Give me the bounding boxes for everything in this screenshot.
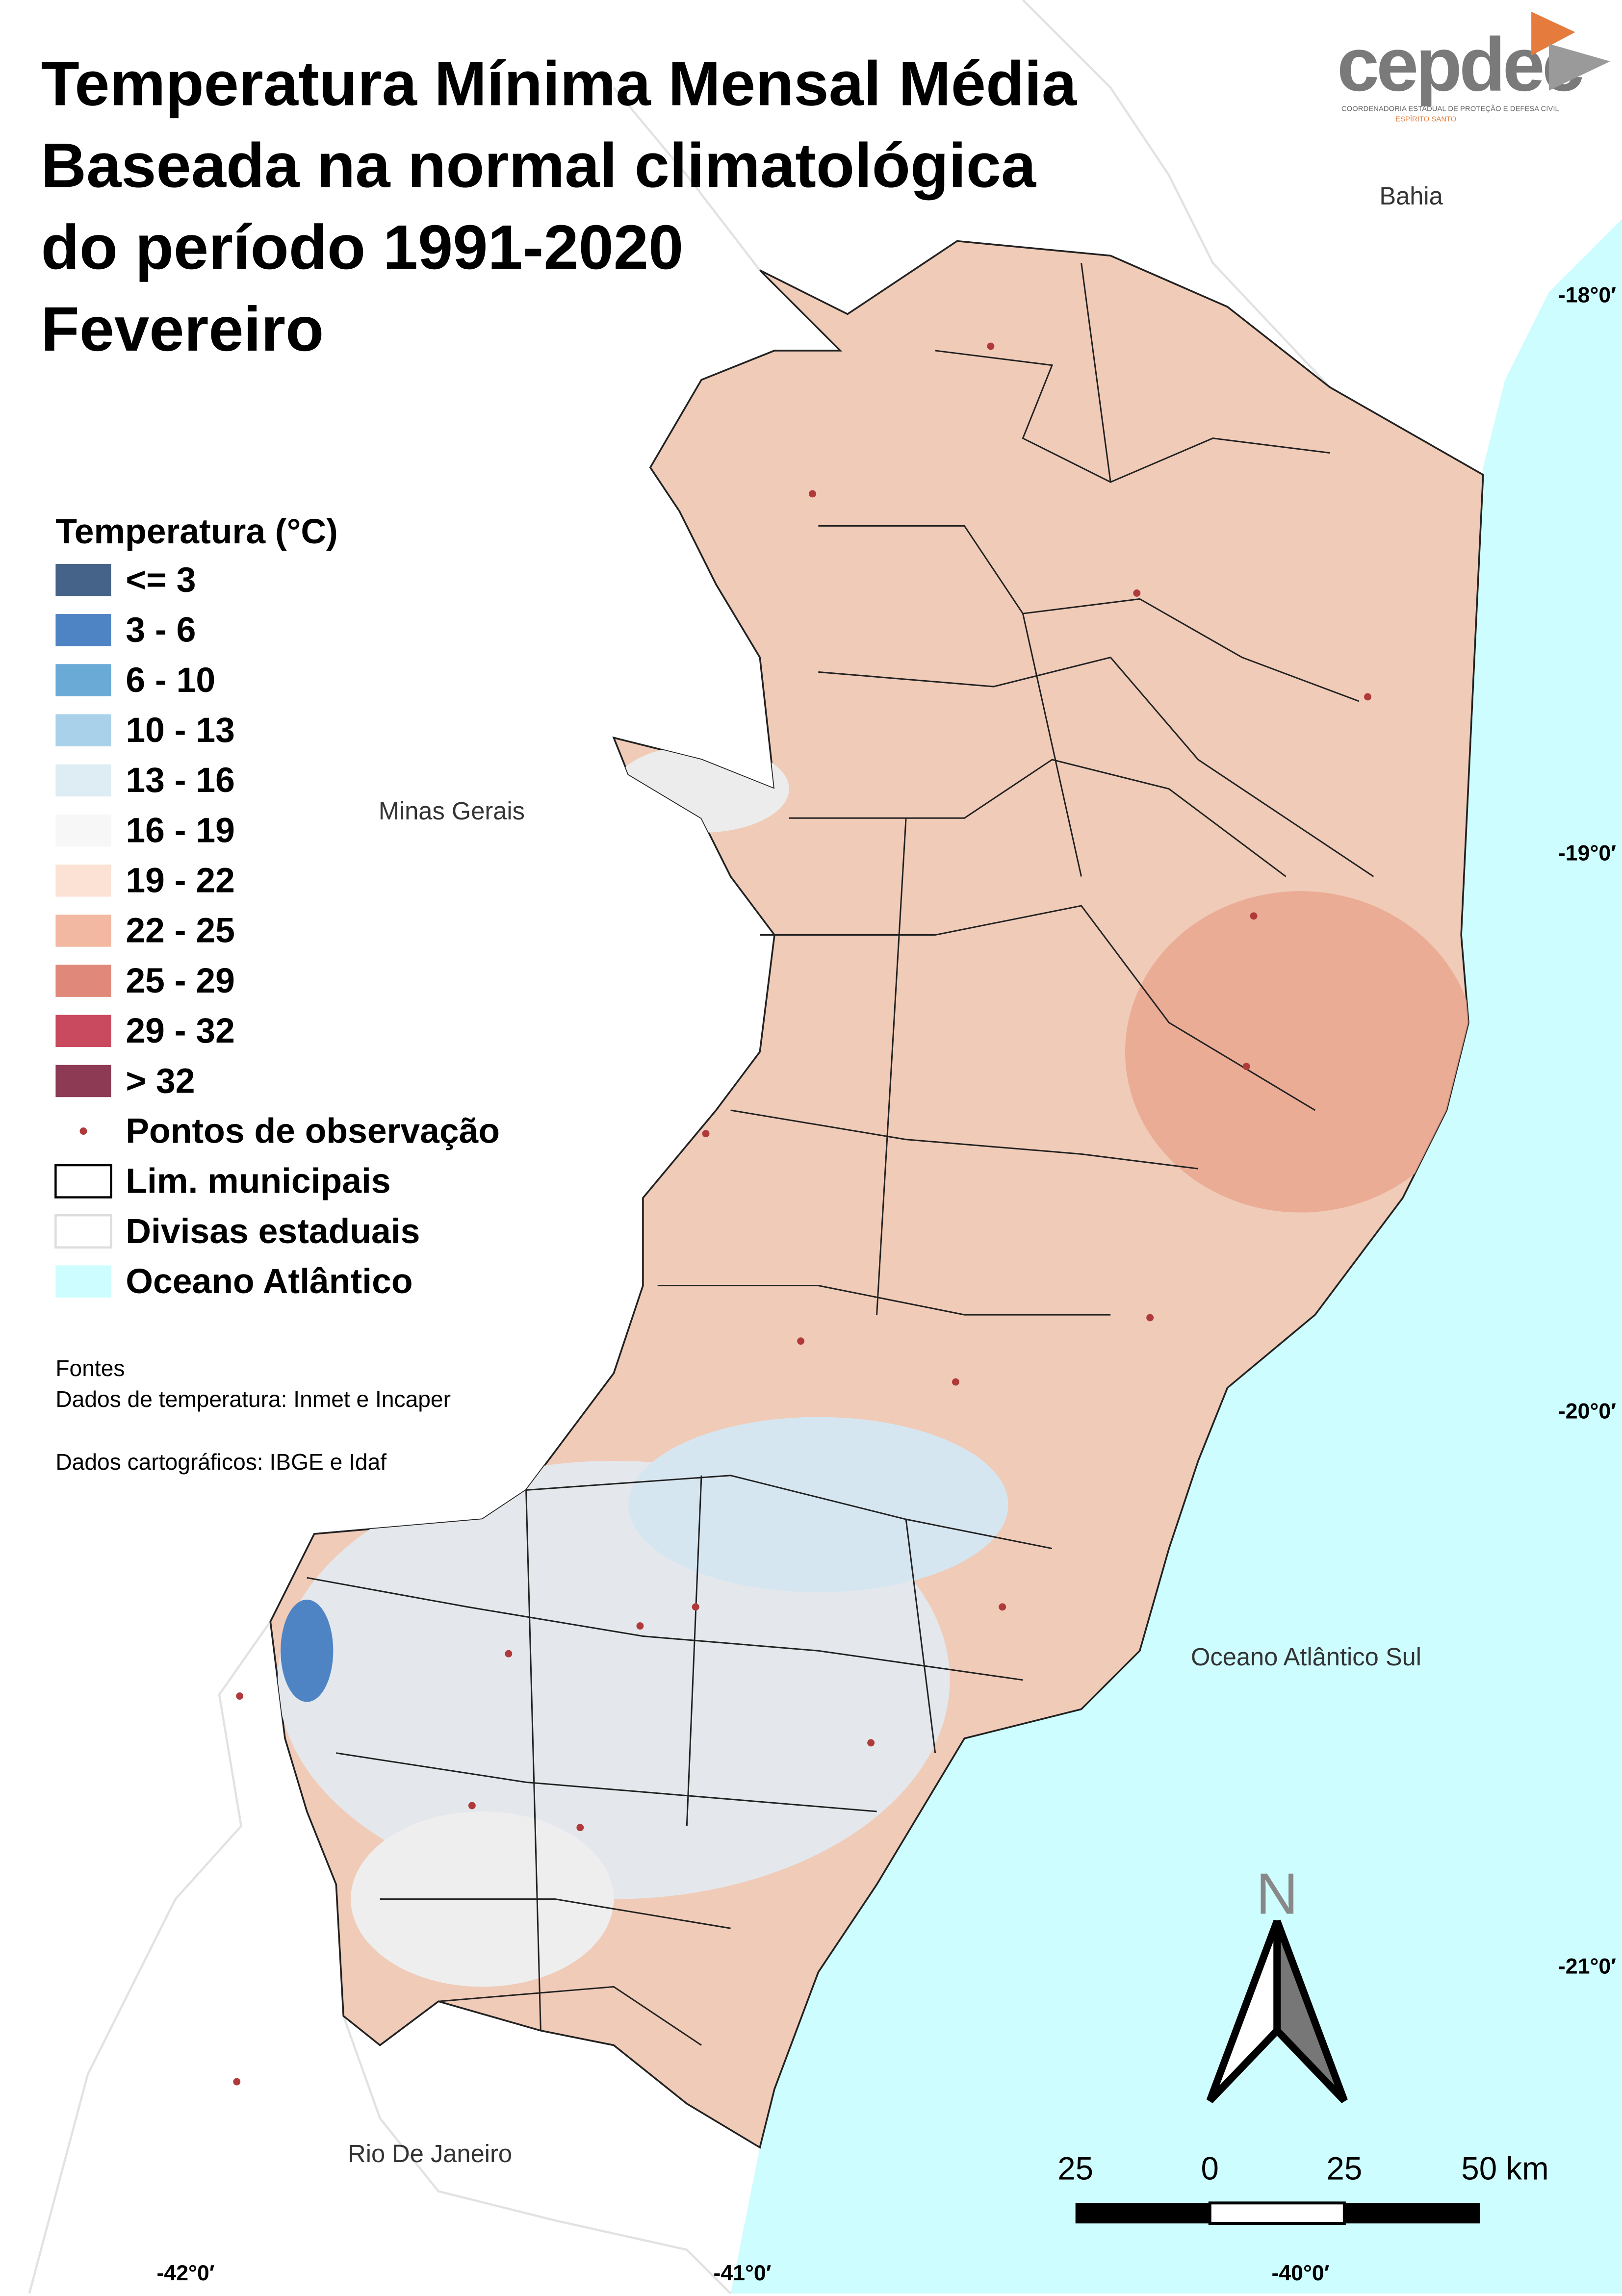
north-label: N bbox=[1256, 1861, 1298, 1926]
legend-label: 10 - 13 bbox=[126, 711, 235, 750]
logo-subtitle: COORDENADORIA ESTADUAL DE PROTEÇÃO E DEF… bbox=[1341, 104, 1559, 113]
observation-points bbox=[233, 342, 1371, 2086]
municipal-limits bbox=[307, 263, 1374, 2046]
title-line: do período 1991-2020 bbox=[41, 212, 684, 282]
legend-swatch bbox=[55, 915, 111, 947]
legend-label: 29 - 32 bbox=[126, 1011, 235, 1050]
sources-line: Fontes bbox=[55, 1355, 125, 1381]
longitude-label: -40°0′ bbox=[1271, 2261, 1329, 2285]
title-line: Fevereiro bbox=[41, 294, 324, 364]
legend-label: Oceano Atlântico bbox=[126, 1262, 412, 1301]
legend-swatch bbox=[55, 1265, 111, 1298]
ocean bbox=[730, 219, 1622, 2294]
legend-label: > 32 bbox=[126, 1061, 195, 1100]
legend-swatch bbox=[55, 1015, 111, 1047]
legend-label: Pontos de observação bbox=[126, 1111, 500, 1150]
latitude-label: -20°0′ bbox=[1558, 1400, 1616, 1424]
legend-swatch bbox=[55, 714, 111, 746]
scale-label: 0 bbox=[1201, 2151, 1219, 2187]
logo: cepdec COORDENADORIA ESTADUAL DE PROTEÇÃ… bbox=[1337, 11, 1611, 123]
legend-swatch bbox=[55, 614, 111, 646]
logo-state: ESPÍRITO SANTO bbox=[1395, 115, 1456, 123]
legend-swatch bbox=[55, 864, 111, 897]
legend-swatch bbox=[79, 1127, 87, 1135]
latitude-labels: -18°0′ -19°0′ -20°0′ -21°0′ bbox=[1558, 283, 1616, 1979]
sources-line: Dados de temperatura: Inmet e Incaper bbox=[55, 1386, 451, 1412]
latitude-label: -18°0′ bbox=[1558, 283, 1616, 307]
longitude-label: -42°0′ bbox=[157, 2261, 215, 2285]
legend-label: 16 - 19 bbox=[126, 811, 235, 850]
latitude-label: -19°0′ bbox=[1558, 842, 1616, 866]
scale-label: 25 bbox=[1326, 2151, 1362, 2187]
title-line: Baseada na normal climatológica bbox=[41, 130, 1037, 201]
place-label: Minas Gerais bbox=[379, 797, 525, 825]
legend-label: Divisas estaduais bbox=[126, 1212, 420, 1251]
legend-swatch bbox=[55, 664, 111, 696]
place-label: Oceano Atlântico Sul bbox=[1191, 1643, 1421, 1671]
legend-swatch bbox=[55, 563, 111, 596]
temperature-shading bbox=[278, 745, 1476, 1987]
scale-label: 50 km bbox=[1461, 2151, 1548, 2187]
latitude-label: -21°0′ bbox=[1558, 1955, 1616, 1979]
scale-bar: 25 0 25 50 km bbox=[1057, 2151, 1549, 2225]
place-label: Rio De Janeiro bbox=[348, 2140, 512, 2168]
legend-label: 25 - 29 bbox=[126, 961, 235, 1000]
scale-label: 25 bbox=[1057, 2151, 1093, 2187]
state-borders bbox=[28, 0, 1331, 2295]
longitude-labels: -42°0′ -41°0′ -40°0′ bbox=[157, 2261, 1330, 2285]
legend-label: Lim. municipais bbox=[126, 1162, 390, 1201]
legend-label: 6 - 10 bbox=[126, 661, 215, 700]
longitude-label: -41°0′ bbox=[713, 2261, 771, 2285]
legend-swatch bbox=[54, 1164, 112, 1199]
legend-swatch bbox=[55, 764, 111, 797]
place-label: Bahia bbox=[1379, 182, 1443, 210]
legend-label: 22 - 25 bbox=[126, 911, 235, 950]
legend-label: 13 - 16 bbox=[126, 761, 235, 800]
title: Temperatura Mínima Mensal Média Baseada … bbox=[41, 49, 1078, 364]
legend-label: <= 3 bbox=[126, 560, 196, 599]
legend-swatch bbox=[55, 965, 111, 997]
legend-swatch bbox=[55, 1065, 111, 1097]
legend: Temperatura (°C) <= 3 3 - 6 6 - 10 10 - 13 1… bbox=[54, 512, 500, 1301]
legend-title: Temperatura (°C) bbox=[55, 512, 337, 551]
legend-swatch bbox=[54, 1214, 112, 1249]
title-line: Temperatura Mínima Mensal Média bbox=[41, 49, 1078, 119]
legend-label: 3 - 6 bbox=[126, 611, 196, 650]
legend-swatch bbox=[55, 814, 111, 847]
legend-label: 19 - 22 bbox=[126, 861, 235, 900]
north-arrow: N bbox=[1206, 1861, 1348, 2103]
sources-line: Dados cartográficos: IBGE e Idaf bbox=[55, 1449, 386, 1475]
sources: Fontes Dados de temperatura: Inmet e Inc… bbox=[55, 1355, 451, 1475]
place-labels: Bahia Minas Gerais Oceano Atlântico Sul … bbox=[348, 182, 1443, 2168]
